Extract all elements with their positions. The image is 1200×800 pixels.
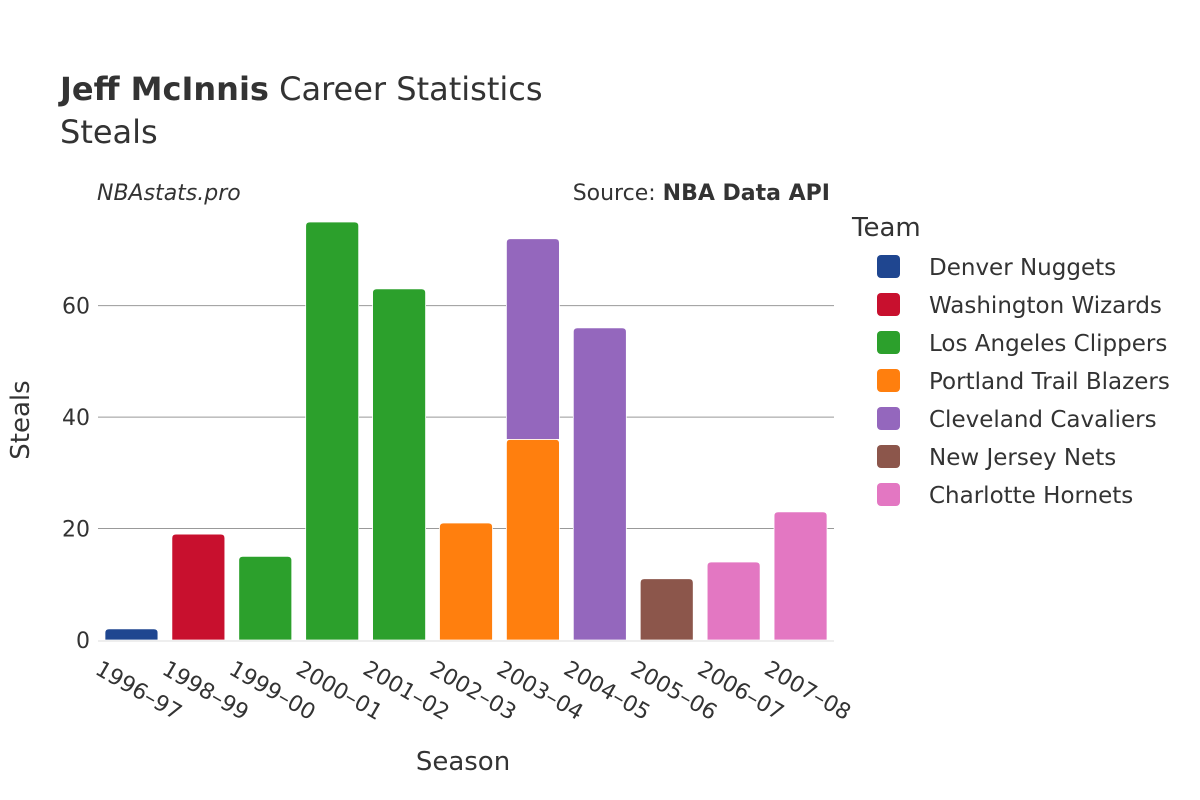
legend-label: Cleveland Cavaliers — [929, 407, 1157, 433]
legend-label: Washington Wizards — [929, 293, 1162, 319]
legend-swatch — [877, 445, 900, 468]
bars — [98, 221, 834, 642]
bar — [372, 288, 426, 641]
source-label: Source: NBA Data API — [573, 181, 830, 206]
bar — [171, 533, 226, 641]
source-name: NBA Data API — [663, 181, 830, 206]
chart-subtitle: Steals — [60, 113, 158, 151]
bar — [238, 556, 293, 641]
legend: Team Denver Nuggets Washington Wizards Los… — [851, 213, 1170, 509]
bar — [773, 511, 828, 641]
bar — [305, 221, 360, 641]
legend-swatch — [877, 293, 900, 316]
bar — [639, 578, 694, 641]
chart-title: Jeff McInnis Career Statistics — [58, 70, 543, 108]
bar — [572, 327, 627, 641]
y-tick-label: 20 — [62, 518, 90, 543]
legend-swatch — [877, 407, 900, 430]
x-axis-label: Season — [416, 747, 510, 777]
y-tick-label: 0 — [76, 629, 90, 654]
bar — [104, 628, 159, 641]
legend-swatch — [877, 255, 900, 278]
y-tick-label: 40 — [62, 406, 90, 431]
bar — [706, 561, 761, 641]
y-tick-labels: 0 20 40 60 — [62, 295, 90, 654]
source-prefix: Source: — [573, 181, 663, 206]
bar — [439, 522, 493, 641]
legend-label: New Jersey Nets — [929, 445, 1116, 471]
chart-title-name: Jeff McInnis — [58, 70, 269, 108]
watermark: NBAstats.pro — [97, 181, 241, 206]
legend-swatch — [877, 369, 900, 392]
y-tick-label: 60 — [62, 295, 90, 320]
bar — [506, 238, 560, 440]
legend-swatch — [877, 331, 900, 354]
x-tick-labels: 1996–971998–991999–002000–012001–022002–… — [91, 657, 855, 726]
y-axis-label: Steals — [6, 380, 36, 459]
gridlines — [98, 305, 834, 530]
legend-label: Charlotte Hornets — [929, 483, 1133, 509]
legend-title: Team — [851, 213, 921, 243]
legend-label: Los Angeles Clippers — [929, 331, 1167, 357]
chart-title-rest: Career Statistics — [269, 70, 543, 108]
legend-swatch — [877, 483, 900, 506]
bar — [506, 438, 560, 641]
legend-label: Portland Trail Blazers — [929, 369, 1170, 395]
legend-label: Denver Nuggets — [929, 255, 1116, 281]
